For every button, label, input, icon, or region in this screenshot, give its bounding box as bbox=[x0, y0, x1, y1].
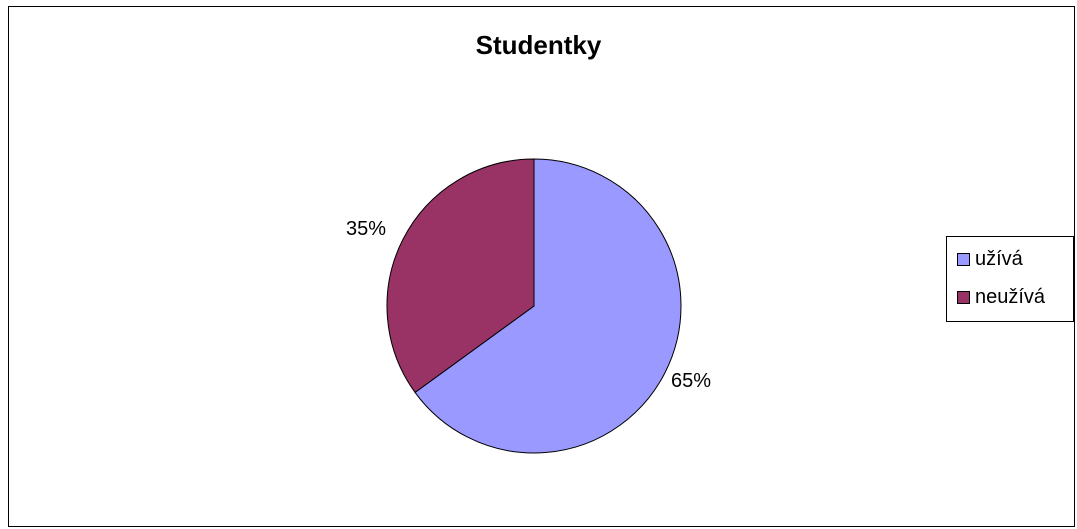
legend-item-neuziva: neužívá bbox=[957, 284, 1045, 310]
data-label-uziva: 65% bbox=[671, 370, 712, 392]
legend-label-neuziva: neužívá bbox=[975, 285, 1046, 308]
legend-label-uziva: užívá bbox=[975, 247, 1023, 270]
pie-slice-neuziva bbox=[386, 158, 535, 394]
legend-item-uziva: užívá bbox=[957, 246, 1023, 272]
legend-swatch-neuziva bbox=[957, 290, 970, 304]
data-label-neuziva: 35% bbox=[346, 218, 387, 240]
legend-swatch-uziva bbox=[957, 252, 970, 266]
chart-title: Studentky bbox=[475, 30, 602, 60]
pie-slice-uziva bbox=[414, 158, 682, 454]
legend: užívá neužívá bbox=[946, 236, 1074, 322]
